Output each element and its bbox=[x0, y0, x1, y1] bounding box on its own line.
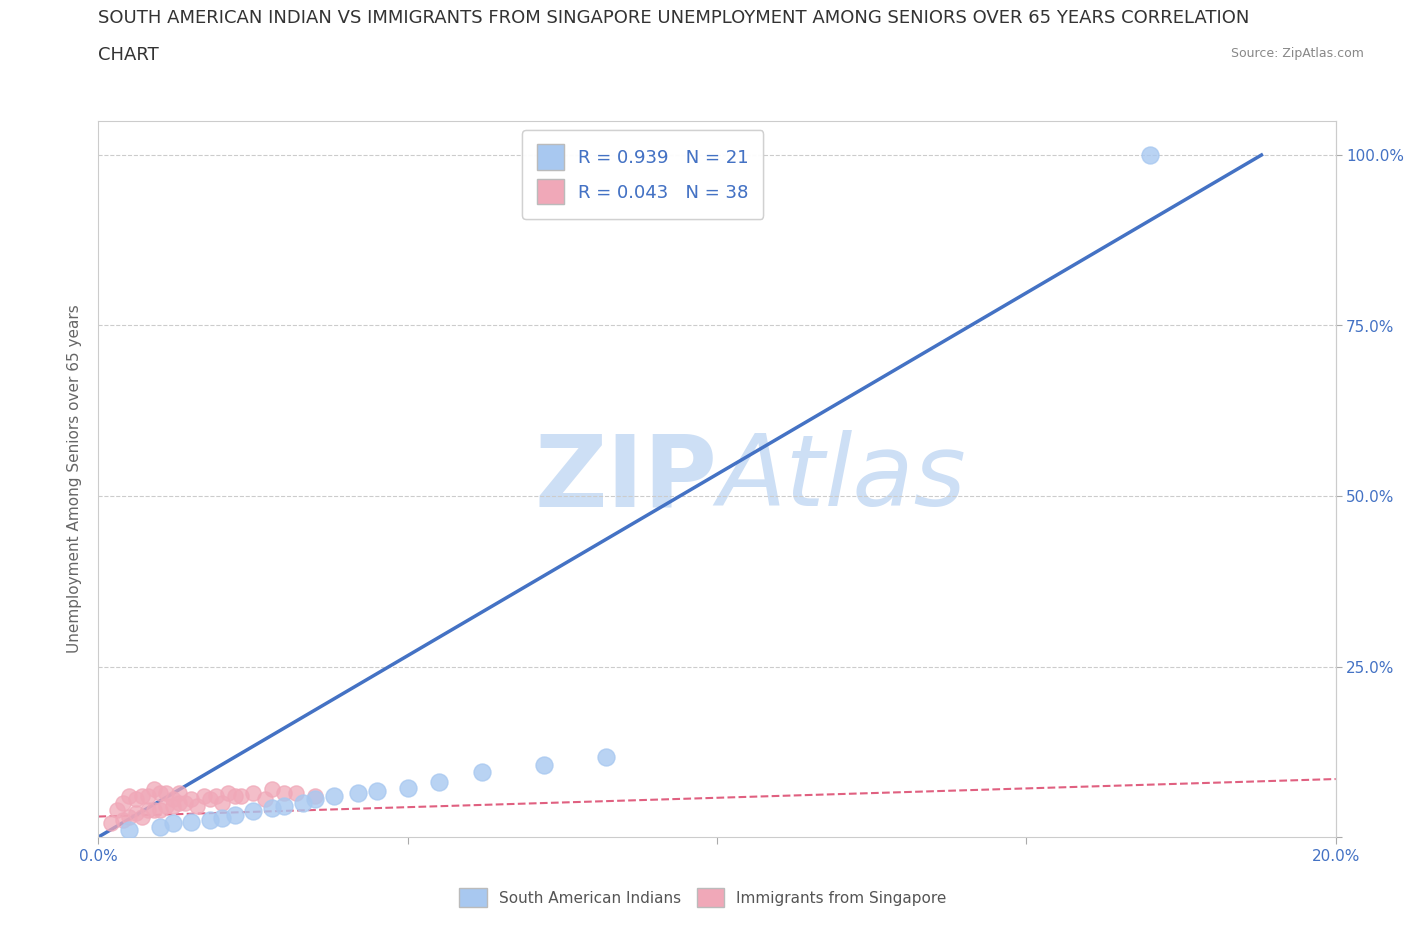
Point bbox=[242, 785, 264, 800]
Point bbox=[162, 816, 184, 830]
Point bbox=[366, 783, 388, 798]
Point bbox=[118, 823, 141, 838]
Point bbox=[131, 789, 153, 804]
Point bbox=[149, 803, 172, 817]
Point bbox=[149, 819, 172, 834]
Text: ZIP: ZIP bbox=[534, 431, 717, 527]
Point bbox=[211, 795, 233, 810]
Point bbox=[124, 792, 146, 807]
Point bbox=[112, 813, 135, 828]
Point bbox=[118, 789, 141, 804]
Point bbox=[124, 805, 146, 820]
Point bbox=[427, 775, 450, 790]
Point bbox=[162, 792, 184, 807]
Point bbox=[1139, 148, 1161, 163]
Point bbox=[136, 789, 159, 804]
Point bbox=[180, 792, 202, 807]
Point bbox=[291, 795, 314, 810]
Point bbox=[242, 804, 264, 818]
Point bbox=[180, 815, 202, 830]
Point bbox=[260, 782, 283, 797]
Legend: R = 0.939   N = 21, R = 0.043   N = 38: R = 0.939 N = 21, R = 0.043 N = 38 bbox=[522, 130, 763, 219]
Point bbox=[167, 785, 190, 800]
Point bbox=[174, 795, 197, 810]
Point bbox=[143, 803, 166, 817]
Point bbox=[396, 780, 419, 795]
Point bbox=[273, 799, 295, 814]
Text: Source: ZipAtlas.com: Source: ZipAtlas.com bbox=[1230, 46, 1364, 60]
Point bbox=[224, 808, 246, 823]
Point bbox=[224, 789, 246, 804]
Point bbox=[304, 789, 326, 804]
Point bbox=[162, 799, 184, 814]
Point bbox=[131, 809, 153, 824]
Text: Atlas: Atlas bbox=[717, 431, 966, 527]
Point bbox=[198, 792, 221, 807]
Point bbox=[105, 803, 128, 817]
Point bbox=[118, 809, 141, 824]
Y-axis label: Unemployment Among Seniors over 65 years: Unemployment Among Seniors over 65 years bbox=[67, 305, 83, 653]
Point bbox=[167, 795, 190, 810]
Point bbox=[211, 810, 233, 825]
Point bbox=[149, 785, 172, 800]
Point bbox=[112, 795, 135, 810]
Point bbox=[260, 801, 283, 816]
Point bbox=[205, 789, 228, 804]
Point bbox=[595, 749, 617, 764]
Point bbox=[136, 803, 159, 817]
Point bbox=[304, 792, 326, 807]
Point bbox=[533, 758, 555, 773]
Text: SOUTH AMERICAN INDIAN VS IMMIGRANTS FROM SINGAPORE UNEMPLOYMENT AMONG SENIORS OV: SOUTH AMERICAN INDIAN VS IMMIGRANTS FROM… bbox=[98, 9, 1250, 27]
Point bbox=[322, 789, 344, 804]
Point bbox=[198, 813, 221, 828]
Legend: South American Indians, Immigrants from Singapore: South American Indians, Immigrants from … bbox=[453, 883, 953, 913]
Text: CHART: CHART bbox=[98, 46, 159, 64]
Point bbox=[155, 785, 177, 800]
Point bbox=[155, 799, 177, 814]
Point bbox=[347, 785, 370, 800]
Point bbox=[193, 789, 215, 804]
Point bbox=[143, 782, 166, 797]
Point bbox=[186, 799, 208, 814]
Point bbox=[229, 789, 252, 804]
Point bbox=[217, 785, 239, 800]
Point bbox=[254, 792, 277, 807]
Point bbox=[285, 785, 308, 800]
Point bbox=[471, 764, 494, 779]
Point bbox=[100, 816, 122, 830]
Point bbox=[273, 785, 295, 800]
